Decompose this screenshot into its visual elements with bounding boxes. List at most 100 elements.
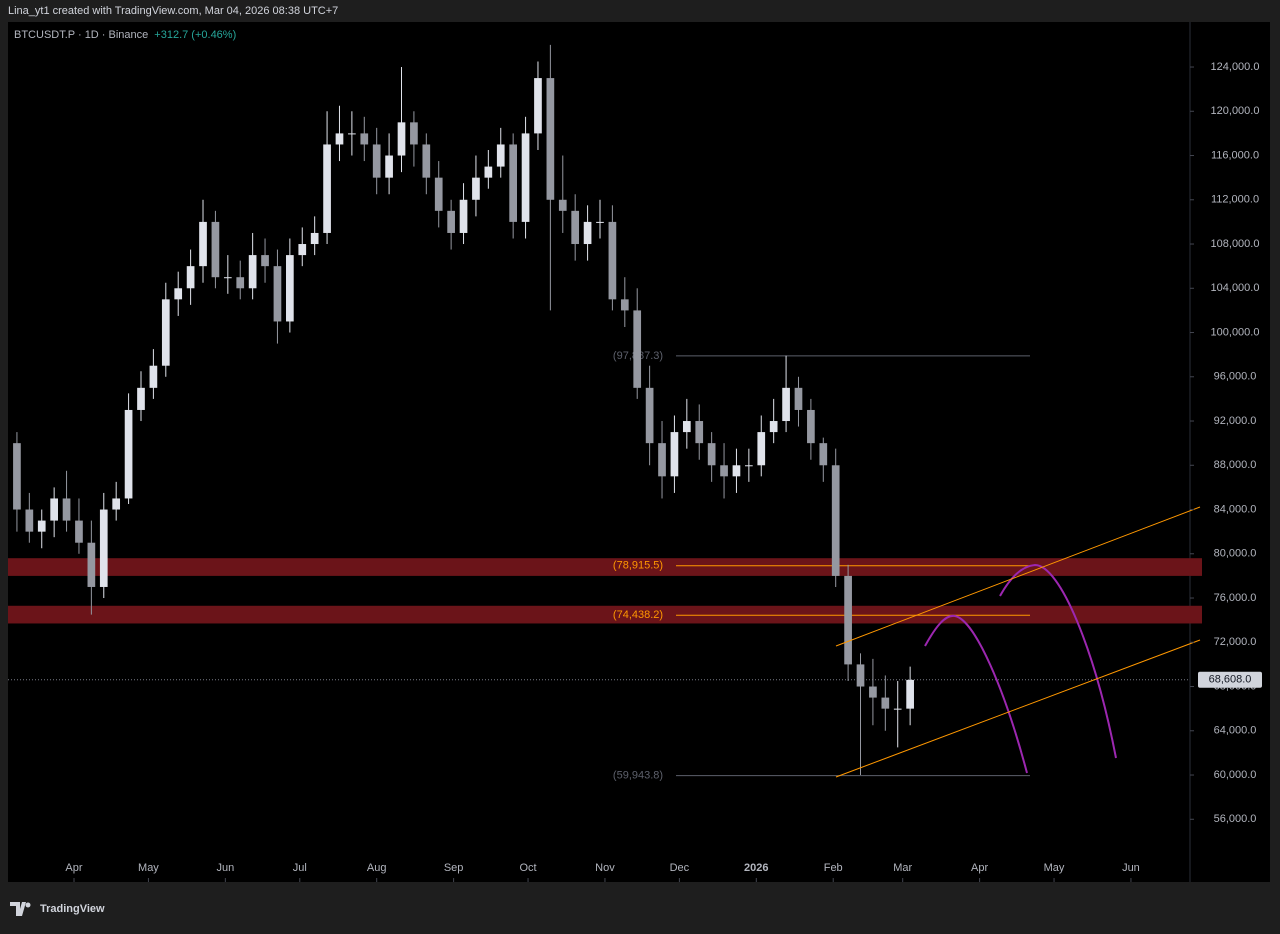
candle-body <box>75 520 83 543</box>
candle-body <box>323 144 331 233</box>
x-tick-label: Apr <box>971 862 988 874</box>
candle-body <box>137 387 145 410</box>
candle-body <box>273 266 282 322</box>
logo-dot <box>25 902 31 908</box>
candle-body <box>496 144 505 167</box>
candle-body <box>335 133 344 145</box>
x-tick-label: Jul <box>293 862 307 874</box>
candle-body <box>707 443 716 466</box>
level-label: (59,943.8) <box>613 770 663 782</box>
zone <box>8 558 1202 576</box>
y-tick-label: 76,000.0 <box>1214 592 1257 604</box>
x-tick-label: 2026 <box>744 862 768 874</box>
candle-body <box>509 144 517 222</box>
candle-body <box>769 421 778 433</box>
candle-body <box>807 409 815 444</box>
candle-body <box>248 255 257 289</box>
y-tick-label: 108,000.0 <box>1211 238 1260 250</box>
candle-body <box>856 664 865 687</box>
candle-body <box>546 78 555 200</box>
candle-body <box>484 166 493 178</box>
y-tick-label: 80,000.0 <box>1214 548 1257 560</box>
y-tick-label: 72,000.0 <box>1214 636 1257 648</box>
candle-body <box>372 144 381 178</box>
candle-body <box>620 299 629 311</box>
candle-body <box>732 465 741 477</box>
candle-body <box>149 365 158 388</box>
logo-icon <box>10 902 26 916</box>
candle-body <box>583 221 592 245</box>
candle-body <box>521 133 530 222</box>
projection-arc <box>999 563 1117 759</box>
candle-body <box>881 697 890 709</box>
candle-body <box>695 421 704 444</box>
candle-body <box>62 498 71 521</box>
x-tick-label: May <box>138 862 159 874</box>
candle-body <box>645 387 654 444</box>
candle-body <box>37 520 46 532</box>
change: +312.7 (+0.46%) <box>154 29 236 41</box>
candle-body <box>869 686 877 698</box>
y-tick-label: 120,000.0 <box>1211 105 1260 117</box>
candle-body <box>906 679 914 709</box>
candle-body <box>397 122 406 156</box>
candle-body <box>50 498 58 521</box>
candle-body <box>99 509 108 587</box>
y-tick-label: 124,000.0 <box>1211 61 1260 73</box>
candle-body <box>831 465 840 576</box>
x-tick-label: Aug <box>367 862 387 874</box>
candle-body <box>534 78 542 134</box>
candle-body <box>360 133 369 145</box>
x-tick-label: Dec <box>670 862 690 874</box>
candle-body <box>286 255 294 322</box>
candle-body <box>596 221 604 223</box>
symbol: BTCUSDT.P · 1D · Binance <box>14 29 148 41</box>
y-tick-label: 84,000.0 <box>1214 503 1257 515</box>
chart-area <box>8 22 1270 882</box>
channel-lower <box>835 639 1201 778</box>
candle-body <box>893 708 902 710</box>
y-tick-label: 60,000.0 <box>1214 769 1257 781</box>
level-label: (78,915.5) <box>613 560 663 572</box>
candle-body <box>720 465 728 477</box>
y-tick-label: 112,000.0 <box>1211 194 1259 206</box>
projection-arc <box>924 614 1028 774</box>
y-tick-label: 96,000.0 <box>1214 371 1257 383</box>
candle-body <box>211 221 220 278</box>
candle-body <box>447 210 455 233</box>
x-tick-label: May <box>1044 862 1065 874</box>
candle-body <box>186 266 195 289</box>
candle-body <box>310 232 319 245</box>
candle-body <box>298 244 307 256</box>
channel-upper <box>835 506 1201 647</box>
candle-body <box>348 133 356 135</box>
logo: TradingView <box>10 902 105 916</box>
header-text: Lina_yt1 created with TradingView.com, M… <box>8 5 338 17</box>
y-tick-label: 104,000.0 <box>1211 282 1260 294</box>
candle-body <box>174 288 183 300</box>
candle-body <box>13 443 21 510</box>
y-tick-label: 88,000.0 <box>1214 459 1257 471</box>
candle-body <box>745 465 753 467</box>
candle-body <box>608 221 617 300</box>
candle-body <box>819 443 828 466</box>
candle-body <box>472 177 480 200</box>
candle-body <box>844 575 852 665</box>
candle-body <box>682 421 691 433</box>
y-tick-label: 64,000.0 <box>1214 725 1257 737</box>
brand: TradingView <box>40 903 105 915</box>
x-tick-label: Jun <box>216 862 234 874</box>
x-tick-label: Feb <box>824 862 843 874</box>
candle-body <box>571 210 580 245</box>
candle-body <box>87 542 96 587</box>
candle-body <box>261 255 269 267</box>
candle-body <box>236 277 245 289</box>
current-price-tag <box>1198 671 1262 688</box>
plot: (97,887.3)(78,915.5)(74,438.2)(59,943.8) <box>8 44 1202 782</box>
candle-body <box>558 199 567 211</box>
candle-body <box>782 387 790 422</box>
candle-body <box>757 432 766 466</box>
y-tick-label: 116,000.0 <box>1211 149 1259 161</box>
